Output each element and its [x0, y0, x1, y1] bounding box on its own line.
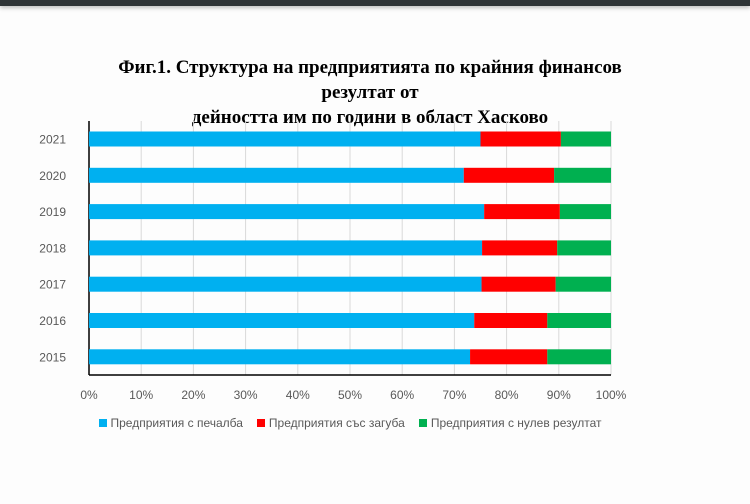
legend-swatch-loss	[256, 419, 265, 427]
legend-label-profit: Предприятия с печалба	[110, 416, 243, 430]
x-tick-label: 100%	[596, 388, 627, 402]
bar-segment-loss	[480, 131, 561, 147]
window-top-bar	[0, 0, 750, 6]
bar-segment-zero	[559, 204, 611, 220]
legend-swatch-profit	[98, 419, 107, 427]
x-tick-label: 30%	[234, 388, 258, 402]
legend-item-profit: Предприятия с печалба	[98, 416, 243, 430]
y-tick-label: 2021	[39, 133, 66, 147]
y-tick-label: 2018	[39, 241, 66, 255]
bar-segment-profit	[89, 313, 475, 328]
legend-item-zero: Предприятия с нулев резултат	[418, 416, 602, 430]
bar-segment-zero	[560, 131, 611, 147]
bar-segment-profit	[89, 167, 464, 183]
x-tick-label: 20%	[181, 388, 205, 402]
bar-segment-zero	[554, 167, 611, 183]
bar-segment-loss	[463, 167, 555, 183]
y-tick-label: 2017	[39, 278, 66, 292]
x-tick-label: 90%	[547, 388, 571, 402]
bar-segment-zero	[547, 313, 611, 328]
chart-title-line-2: дейността им по години в област Хасково	[191, 107, 549, 128]
bar-segment-profit	[89, 349, 471, 365]
legend-label-zero: Предприятия с нулев резултат	[430, 416, 602, 430]
legend-swatch-zero	[418, 419, 427, 427]
chart-title: Фиг.1. Структура на предприятията по кра…	[90, 55, 650, 130]
legend-label-loss: Предприятия със загуба	[268, 416, 405, 430]
x-tick-label: 70%	[442, 388, 466, 402]
bar-segment-profit	[89, 240, 483, 256]
bar-segment-profit	[89, 276, 482, 292]
bar-segment-loss	[474, 313, 548, 328]
y-tick-label: 2015	[39, 350, 66, 364]
bar-segment-profit	[89, 204, 485, 220]
y-tick-label: 2016	[39, 314, 66, 328]
x-tick-label: 50%	[338, 388, 362, 402]
legend: Предприятия с печалба Предприятия със за…	[80, 416, 620, 430]
x-tick-label: 40%	[286, 388, 310, 402]
bar-segment-loss	[470, 349, 548, 365]
chart-title-line-1: Фиг.1. Структура на предприятията по кра…	[118, 57, 622, 103]
bar-segment-zero	[557, 240, 611, 256]
x-tick-label: 80%	[495, 388, 519, 402]
x-tick-label: 60%	[390, 388, 414, 402]
bar-segment-zero	[555, 276, 611, 292]
bar-segment-zero	[547, 349, 611, 365]
bar-segment-loss	[482, 240, 558, 256]
bar-segment-loss	[484, 204, 560, 220]
x-tick-label: 10%	[129, 388, 153, 402]
x-tick-label: 0%	[80, 388, 98, 402]
y-tick-label: 2020	[39, 169, 66, 183]
y-tick-label: 2019	[39, 205, 66, 219]
bar-segment-profit	[89, 131, 481, 147]
bar-segment-loss	[481, 276, 556, 292]
legend-item-loss: Предприятия със загуба	[256, 416, 405, 430]
